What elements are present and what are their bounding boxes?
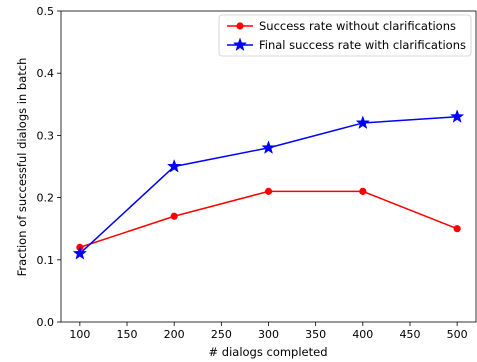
data-point xyxy=(359,187,367,195)
y-tick-label: 0.1 xyxy=(37,254,55,267)
series-2 xyxy=(72,109,465,260)
y-axis: 0.0 0.1 0.2 0.3 0.4 0.5 xyxy=(37,5,61,329)
y-axis-label: Fraction of successful dialogs in batch xyxy=(15,58,29,277)
y-tick-label: 0.4 xyxy=(37,67,55,80)
series-line xyxy=(79,115,458,255)
data-point xyxy=(264,187,273,195)
series-1 xyxy=(76,187,461,251)
x-tick-label: 200 xyxy=(164,328,185,341)
legend-marker xyxy=(236,22,244,30)
series-line xyxy=(79,190,458,249)
x-tick-label: 150 xyxy=(117,328,138,341)
legend: Success rate without clarifications Final… xyxy=(218,14,472,57)
legend-label: Final success rate with clarifications xyxy=(259,38,466,52)
x-tick-label: 100 xyxy=(69,328,90,341)
x-axis-label: # dialogs completed xyxy=(208,345,327,359)
legend-label: Success rate without clarifications xyxy=(259,19,456,33)
plot-area xyxy=(60,10,477,323)
data-point xyxy=(170,212,178,220)
series-layer xyxy=(72,109,465,260)
data-point xyxy=(449,109,465,123)
legend-marker xyxy=(232,37,248,52)
legend-box xyxy=(218,14,472,57)
data-point xyxy=(72,246,88,260)
x-tick-label: 300 xyxy=(258,328,279,341)
x-tick-label: 350 xyxy=(305,328,326,341)
data-point xyxy=(167,158,182,173)
y-tick-label: 0.3 xyxy=(37,129,55,142)
x-tick-label: 250 xyxy=(211,328,232,341)
data-point xyxy=(453,225,461,233)
x-tick-label: 400 xyxy=(352,328,373,341)
data-point xyxy=(355,115,370,130)
plot-frame xyxy=(60,10,477,323)
x-tick-label: 450 xyxy=(399,328,420,341)
x-tick-label: 500 xyxy=(447,328,468,341)
y-tick-label: 0.5 xyxy=(37,5,55,18)
y-tick-label: 0.2 xyxy=(37,192,55,205)
y-tick-label: 0.0 xyxy=(37,316,55,329)
data-point xyxy=(261,140,276,154)
x-axis: 100 150 200 250 300 350 400 450 500 xyxy=(69,322,468,341)
